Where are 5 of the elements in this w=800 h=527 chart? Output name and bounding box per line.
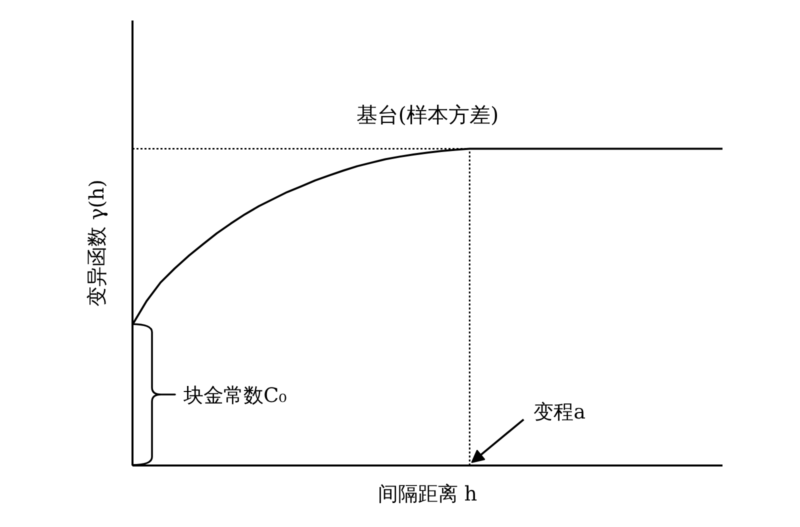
annotation: 变程a bbox=[534, 400, 586, 424]
x-axis-title: 间隔距离 h bbox=[378, 482, 478, 506]
annotation: 块金常数C₀ bbox=[182, 383, 287, 408]
y-axis-title: 变异函数 γ(h) bbox=[84, 180, 108, 306]
ref-line-label: 基台(样本方差) bbox=[356, 102, 499, 127]
